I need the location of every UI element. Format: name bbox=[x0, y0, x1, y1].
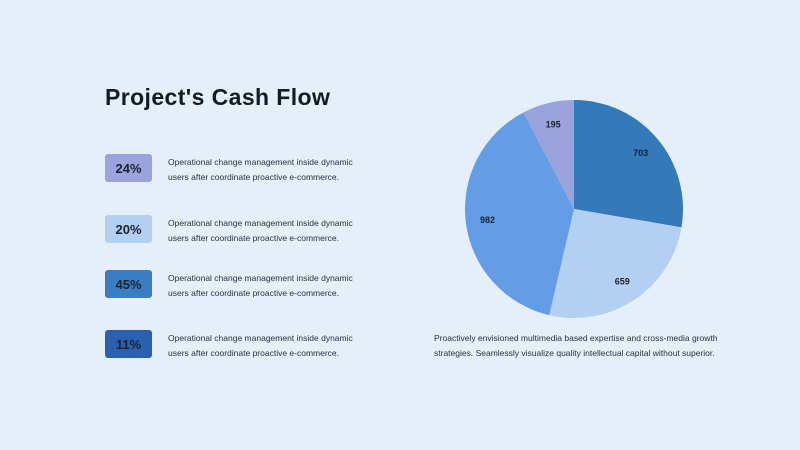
stat-description-line: users after coordinate proactive e-comme… bbox=[168, 172, 340, 182]
stat-badge: 20% bbox=[105, 215, 152, 243]
pie-slice bbox=[465, 112, 574, 316]
stat-description-line: Operational change management inside dyn… bbox=[168, 218, 353, 228]
chart-caption: Proactively envisioned multimedia based … bbox=[434, 331, 734, 361]
stat-badge: 24% bbox=[105, 154, 152, 182]
pie-slice-label: 982 bbox=[480, 215, 495, 225]
pie-slice bbox=[549, 209, 682, 319]
stat-description-line: users after coordinate proactive e-comme… bbox=[168, 348, 340, 358]
caption-line: Proactively envisioned multimedia based … bbox=[434, 333, 718, 343]
stat-description: Operational change management inside dyn… bbox=[168, 155, 408, 185]
stat-description-line: Operational change management inside dyn… bbox=[168, 157, 353, 167]
stat-badge: 11% bbox=[105, 330, 152, 358]
pie-slice bbox=[523, 100, 574, 209]
stat-row: 45% Operational change management inside… bbox=[105, 270, 405, 300]
stat-description-line: Operational change management inside dyn… bbox=[168, 273, 353, 283]
stat-row: 20% Operational change management inside… bbox=[105, 215, 405, 245]
pie-slice bbox=[574, 100, 684, 228]
stat-description: Operational change management inside dyn… bbox=[168, 216, 408, 246]
stat-row: 11% Operational change management inside… bbox=[105, 330, 405, 360]
page-title: Project's Cash Flow bbox=[105, 84, 331, 110]
stat-description: Operational change management inside dyn… bbox=[168, 331, 408, 361]
stat-description-line: Operational change management inside dyn… bbox=[168, 333, 353, 343]
stat-row: 24% Operational change management inside… bbox=[105, 154, 405, 184]
caption-line: strategies. Seamlessly visualize quality… bbox=[434, 348, 715, 358]
pie-slice-label: 703 bbox=[633, 148, 648, 158]
pie-chart-svg: 703 659 982 195 bbox=[465, 100, 684, 319]
pie-slice-label: 659 bbox=[615, 277, 630, 287]
stat-description-line: users after coordinate proactive e-comme… bbox=[168, 233, 340, 243]
stat-description: Operational change management inside dyn… bbox=[168, 271, 408, 301]
stat-description-line: users after coordinate proactive e-comme… bbox=[168, 288, 340, 298]
stat-badge: 45% bbox=[105, 270, 152, 298]
pie-slice-label: 195 bbox=[546, 119, 561, 129]
pie-chart: 703 659 982 195 bbox=[460, 96, 690, 322]
